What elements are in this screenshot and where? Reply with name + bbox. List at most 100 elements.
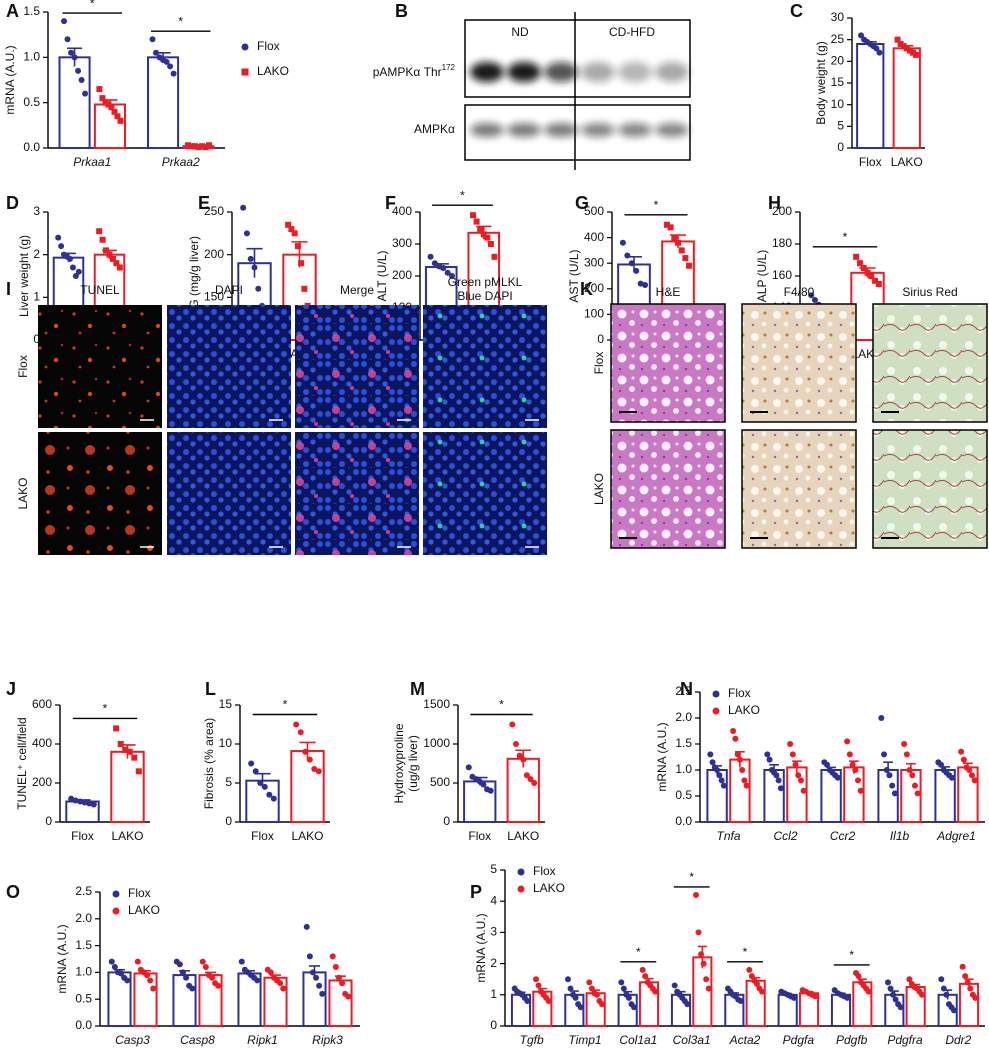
data-point [267,969,274,976]
data-point [663,221,670,228]
data-point [205,142,212,149]
blot-band [655,123,689,137]
data-point [122,746,129,753]
legend-marker [517,885,525,893]
y-tick-label: 300 [584,255,604,269]
data-point [302,748,309,755]
data-point [716,772,723,779]
data-point [183,974,190,981]
blot-band [544,62,578,82]
data-point [891,790,898,797]
data-point [906,767,913,773]
data-point [252,768,259,775]
bar [110,750,145,823]
column-label: H&E [656,285,681,299]
data-point [124,977,131,984]
data-point [884,979,891,986]
data-point [111,108,118,115]
x-tick-label: Il1b [890,829,910,843]
data-point [487,241,494,247]
data-point [277,980,284,987]
x-tick-label: Col3a1 [673,1033,711,1047]
data-point [243,230,250,237]
data-point [906,976,913,983]
data-point [971,777,978,784]
panel-letter: A [6,1,19,21]
data-point [294,243,301,250]
bar [172,974,197,1028]
data-point [684,1001,691,1008]
data-point [671,234,678,241]
column-label: Sirius Red [902,285,957,299]
data-point [753,980,760,987]
data-point [909,49,916,56]
data-point [315,768,322,775]
data-point [642,281,649,288]
blot-band [507,123,541,137]
data-point [966,767,973,773]
data-point [248,760,255,767]
data-point [109,255,116,262]
data-point [240,204,247,211]
data-point [773,772,780,779]
panel-letter: N [680,679,693,699]
data-point [901,741,908,747]
blot-band [470,123,504,137]
y-tick-label: 1.5 [75,938,92,952]
y-tick-label: 0.0 [23,140,40,154]
data-point [339,980,346,987]
data-point [766,756,773,763]
data-point [897,41,904,47]
data-point [775,777,782,784]
significance-label: * [90,0,95,10]
y-tick-label: 25 [831,32,845,46]
data-point [911,782,918,789]
data-point [849,761,856,768]
panel-letter: E [198,193,210,213]
data-point [811,297,818,303]
data-point [176,961,183,968]
data-point [619,239,626,246]
data-point [730,728,737,734]
data-point [480,781,487,788]
x-tick-label: Ccl2 [773,829,797,843]
significance-label: * [499,698,504,712]
data-point [854,777,861,784]
data-point [692,891,699,898]
micrograph [741,303,857,423]
data-point [69,264,76,271]
data-point [491,253,498,260]
x-tick-label: Flox [859,155,882,169]
data-point [470,212,477,219]
data-point [864,269,871,276]
y-tick-label: 400 [392,204,412,218]
data-point [620,985,627,992]
data-point [912,51,919,58]
data-point [96,86,103,93]
panel-letter: C [790,1,803,21]
bar [892,47,921,149]
data-point [61,18,68,25]
x-tick-label: Col1a1 [619,1033,657,1047]
x-tick-label: Prkaa1 [73,155,111,169]
data-point [444,269,451,276]
data-point [55,234,62,241]
blot-frame [464,19,691,98]
data-point [532,976,539,983]
data-point [198,143,205,150]
data-point [709,759,716,766]
y-tick-label: 1.5 [23,4,40,18]
x-tick-label: Ripk1 [247,1033,278,1047]
x-tick-label: Ripk3 [312,1033,343,1047]
data-point [962,973,969,980]
data-point [844,994,851,1001]
y-axis-label: mRNA (A.U.) [474,913,488,982]
y-tick-label: 0.5 [675,788,692,802]
data-point [593,991,600,998]
micrograph [741,429,857,549]
blot-row-text: pAMPKα Thr [373,65,442,79]
y-tick-label: 4 [490,893,497,907]
y-tick-label: 1500 [423,697,450,711]
data-point [153,49,160,56]
data-point [797,777,804,784]
